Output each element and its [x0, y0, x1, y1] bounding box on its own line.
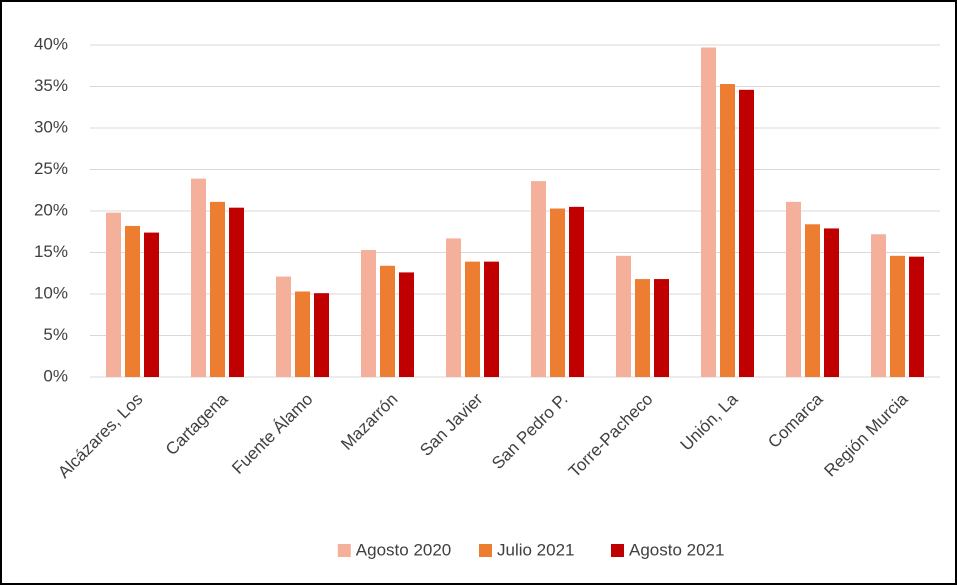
y-tick-label: 0% — [43, 366, 68, 385]
legend-label: Julio 2021 — [497, 540, 575, 559]
bar — [446, 238, 461, 377]
bar — [125, 225, 140, 377]
bar — [361, 250, 376, 377]
bar — [314, 293, 329, 377]
bar — [786, 201, 801, 377]
legend-swatch — [611, 544, 624, 557]
y-tick-label: 5% — [43, 325, 68, 344]
bar — [295, 291, 310, 377]
legend-label: Agosto 2020 — [356, 540, 451, 559]
bar — [106, 212, 121, 377]
y-tick-label: 30% — [34, 117, 68, 136]
bar — [399, 272, 414, 377]
y-tick-label: 15% — [34, 242, 68, 261]
y-tick-label: 10% — [34, 283, 68, 302]
bar — [550, 208, 565, 377]
legend-label: Agosto 2021 — [629, 540, 724, 559]
bar — [824, 228, 839, 377]
bar — [210, 201, 225, 377]
bar — [739, 89, 754, 377]
bar — [890, 255, 905, 377]
y-tick-label: 20% — [34, 200, 68, 219]
bar — [805, 224, 820, 377]
bar — [191, 178, 206, 377]
y-tick-label: 40% — [34, 34, 68, 53]
bar — [701, 47, 716, 378]
legend-swatch — [479, 544, 492, 557]
bar — [380, 265, 395, 377]
bar — [465, 261, 480, 377]
bar — [276, 276, 291, 377]
bar — [484, 261, 499, 377]
bar — [871, 234, 886, 377]
bar — [720, 84, 735, 377]
bar — [616, 255, 631, 377]
legend-swatch — [337, 544, 351, 557]
y-tick-label: 25% — [34, 159, 68, 178]
bar — [569, 206, 584, 377]
bar — [654, 279, 669, 377]
bar — [144, 232, 159, 377]
y-tick-label: 35% — [34, 76, 68, 95]
bar — [229, 207, 244, 377]
bar — [909, 256, 924, 377]
bar — [531, 181, 546, 377]
bar — [635, 279, 650, 377]
